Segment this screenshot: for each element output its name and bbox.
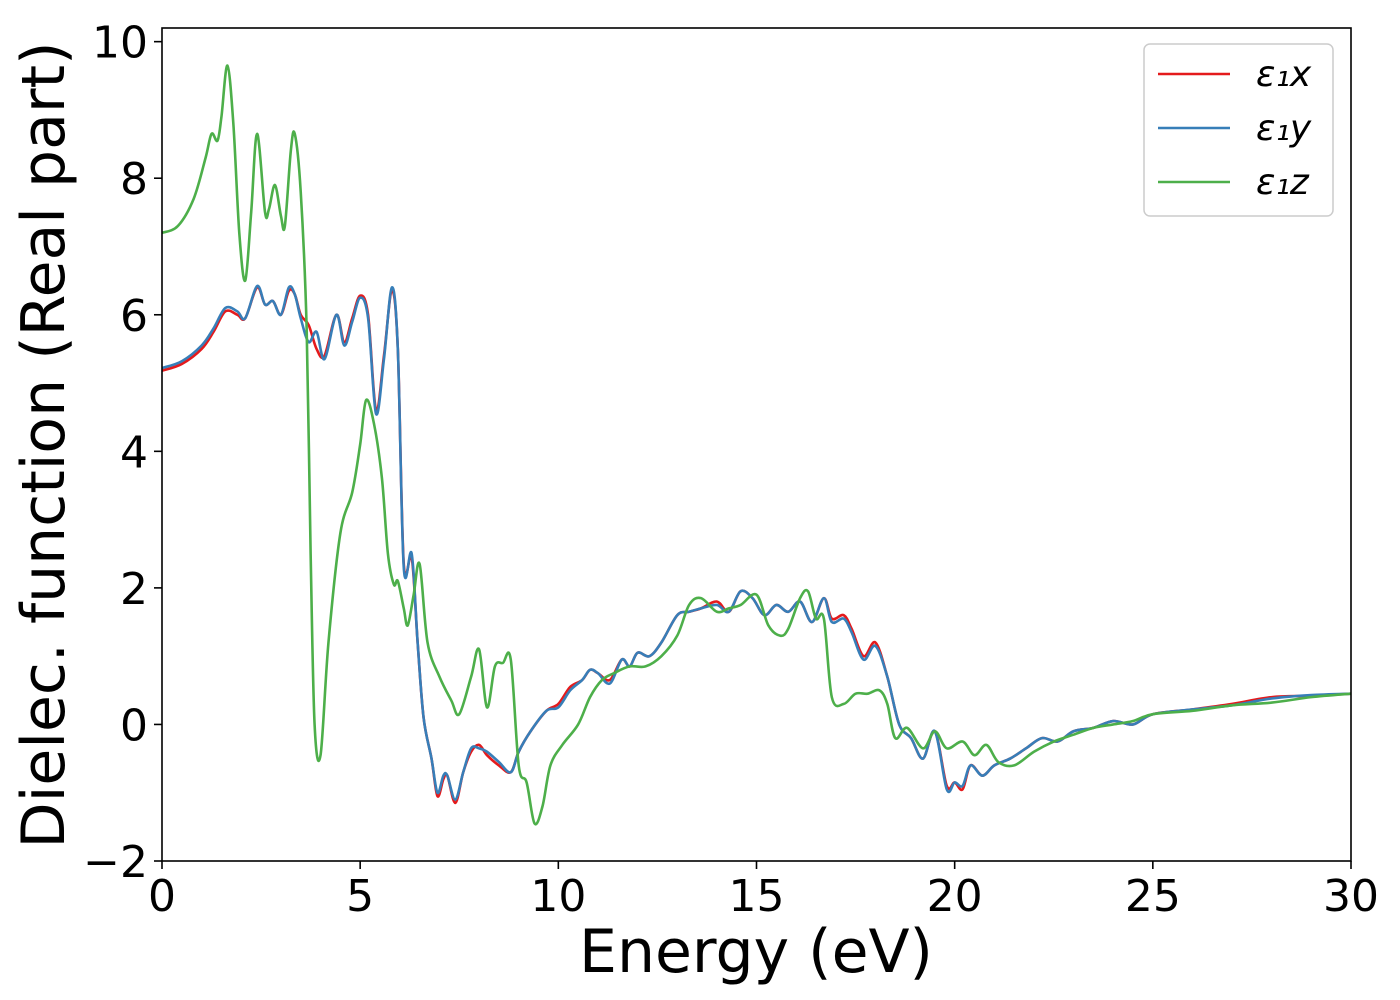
series-line-1	[162, 286, 1351, 805]
x-tick-label: 10	[530, 871, 586, 922]
x-tick-label: 25	[1125, 871, 1181, 922]
legend-label-2: ε₁y	[1256, 108, 1312, 149]
legend: ε₁x ε₁y ε₁z	[1143, 43, 1334, 217]
x-tick-label: 15	[729, 871, 785, 922]
y-tick-label: 0	[120, 700, 148, 751]
y-axis-title: Dielec. function (Real part)	[9, 42, 79, 849]
y-tick-label: 2	[120, 564, 148, 615]
y-tick-label: 6	[120, 291, 148, 342]
y-tick-label: −2	[83, 837, 148, 888]
y-tick-label: 8	[120, 154, 148, 205]
x-tick-label: 0	[148, 871, 176, 922]
legend-box	[1143, 43, 1334, 217]
x-tick-label: 30	[1323, 871, 1379, 922]
y-tick-label: 4	[120, 427, 148, 478]
x-tick-label: 5	[346, 871, 374, 922]
legend-label-3: ε₁z	[1256, 162, 1310, 203]
legend-entries: ε₁x ε₁y ε₁z	[1158, 54, 1312, 203]
legend-label-1: ε₁x	[1256, 54, 1312, 95]
series-line-2	[162, 284, 1351, 801]
y-axis-ticks: −2 0 2 4 6 8 10	[83, 18, 162, 888]
series-line-3	[162, 64, 1351, 826]
x-tick-label: 20	[927, 871, 983, 922]
x-axis-title: Energy (eV)	[579, 917, 933, 987]
series-layer	[162, 64, 1351, 826]
y-tick-label: 10	[92, 18, 148, 69]
x-axis-ticks: 0 5 10 15 20 25 30	[148, 861, 1379, 922]
